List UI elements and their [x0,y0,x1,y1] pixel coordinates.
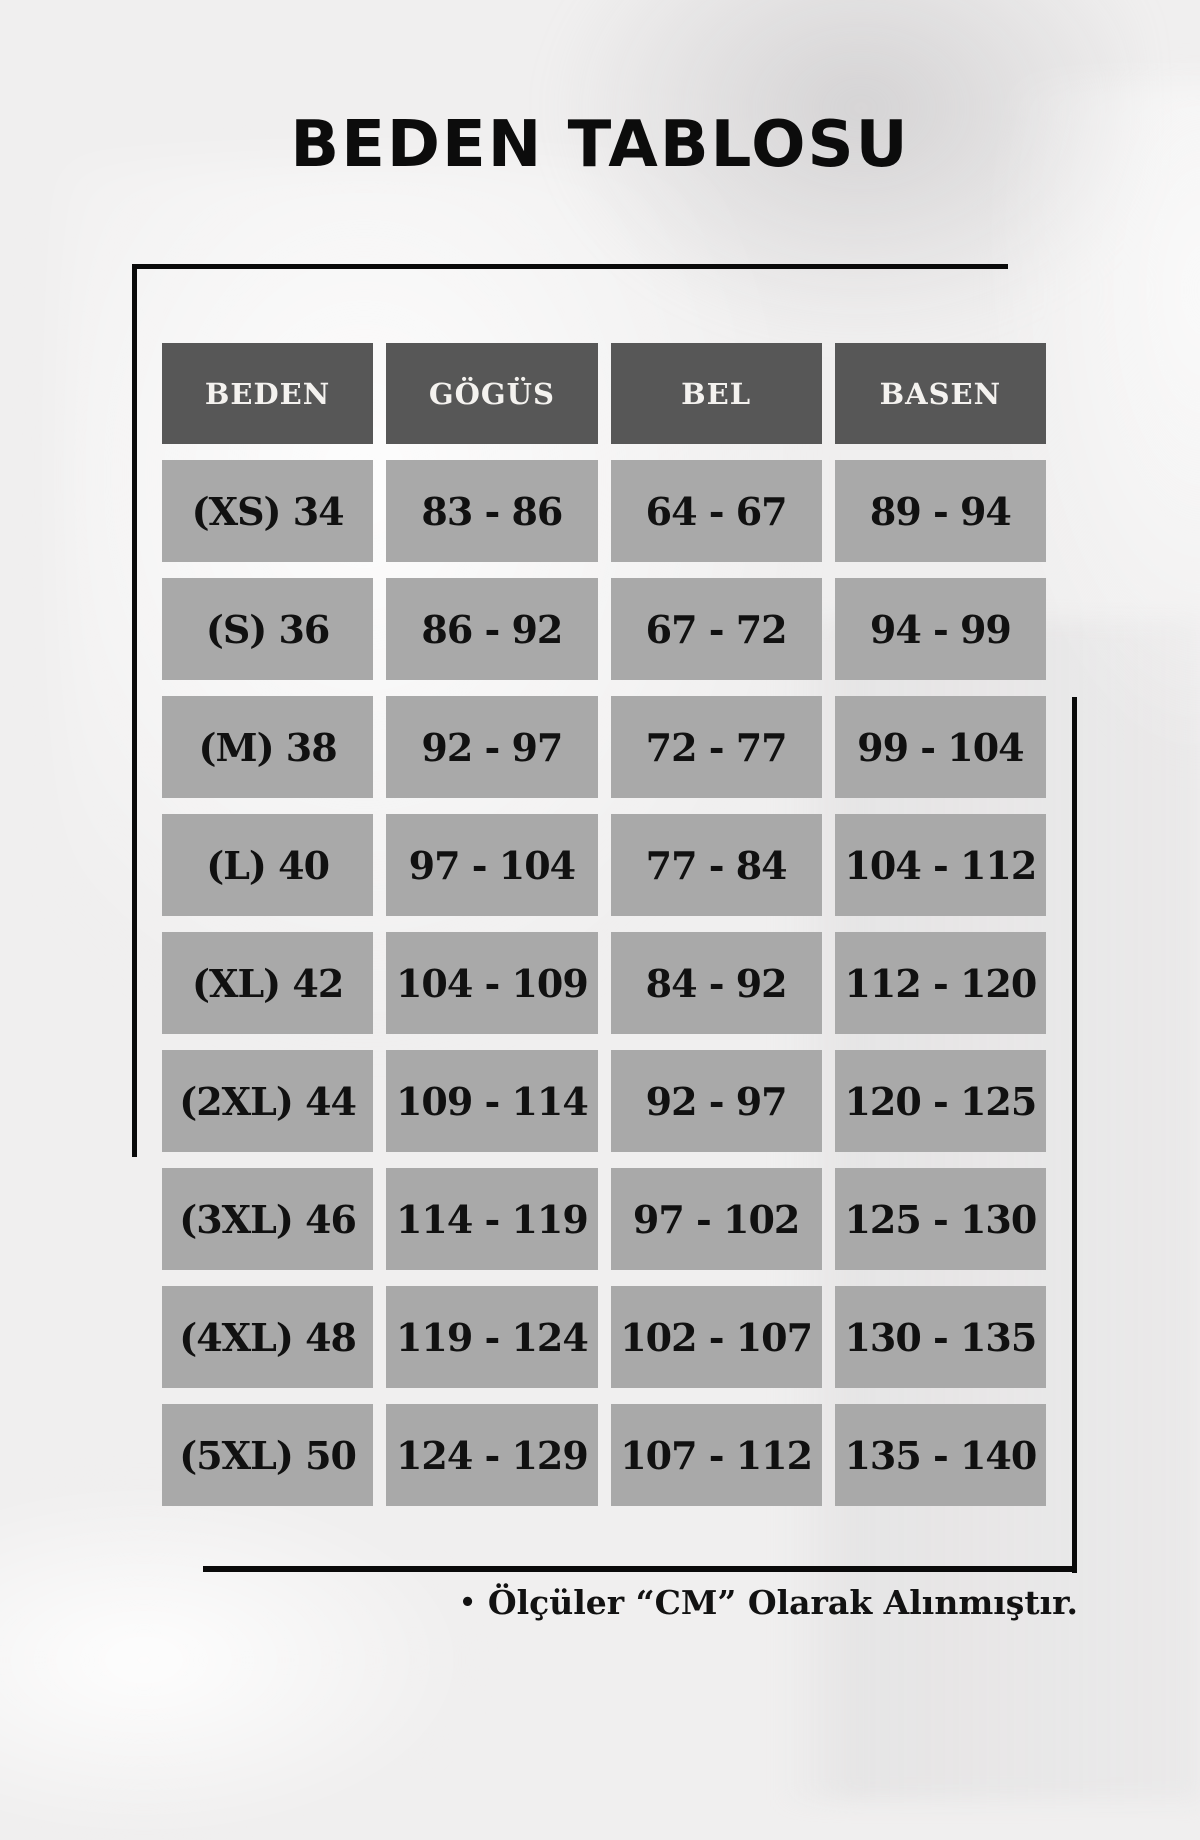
header-cell-gogus: GÖGÜS [386,343,598,444]
decorative-line-bottom [203,1566,1077,1572]
chest-cell: 86 - 92 [386,578,598,680]
page-title: BEDEN TABLOSU [290,108,910,182]
size-cell: (S) 36 [162,578,374,680]
bullet-icon: • [459,1588,476,1618]
header-cell-bel: BEL [610,343,822,444]
hip-cell: 125 - 130 [834,1168,1046,1270]
hip-cell: 112 - 120 [834,932,1046,1034]
hip-cell: 89 - 94 [834,460,1046,562]
waist-cell: 72 - 77 [610,696,822,798]
size-cell: (L) 40 [162,814,374,916]
decorative-line-top [132,264,1008,269]
size-table: BEDEN GÖGÜS BEL BASEN (XS) 34 83 - 86 64… [162,343,1046,1506]
chest-cell: 119 - 124 [386,1286,598,1388]
waist-cell: 102 - 107 [610,1286,822,1388]
chest-cell: 97 - 104 [386,814,598,916]
size-cell: (4XL) 48 [162,1286,374,1388]
size-cell: (XL) 42 [162,932,374,1034]
background-silhouette-footlight [0,1480,480,1840]
waist-cell: 77 - 84 [610,814,822,916]
waist-cell: 107 - 112 [610,1404,822,1506]
hip-cell: 94 - 99 [834,578,1046,680]
size-cell: (5XL) 50 [162,1404,374,1506]
size-cell: (2XL) 44 [162,1050,374,1152]
hip-cell: 135 - 140 [834,1404,1046,1506]
chest-cell: 124 - 129 [386,1404,598,1506]
hip-cell: 99 - 104 [834,696,1046,798]
decorative-line-right [1072,697,1077,1573]
waist-cell: 67 - 72 [610,578,822,680]
waist-cell: 84 - 92 [610,932,822,1034]
header-cell-basen: BASEN [834,343,1046,444]
measurement-note-text: Ölçüler “CM” Olarak Alınmıştır. [487,1583,1078,1622]
hip-cell: 104 - 112 [834,814,1046,916]
waist-cell: 64 - 67 [610,460,822,562]
hip-cell: 130 - 135 [834,1286,1046,1388]
decorative-line-left [132,264,137,1157]
chest-cell: 104 - 109 [386,932,598,1034]
chest-cell: 109 - 114 [386,1050,598,1152]
chest-cell: 114 - 119 [386,1168,598,1270]
hip-cell: 120 - 125 [834,1050,1046,1152]
chest-cell: 92 - 97 [386,696,598,798]
size-cell: (3XL) 46 [162,1168,374,1270]
waist-cell: 92 - 97 [610,1050,822,1152]
size-cell: (M) 38 [162,696,374,798]
size-cell: (XS) 34 [162,460,374,562]
header-cell-beden: BEDEN [162,343,374,444]
chest-cell: 83 - 86 [386,460,598,562]
measurement-note: • Ölçüler “CM” Olarak Alınmıştır. [0,1583,1078,1622]
waist-cell: 97 - 102 [610,1168,822,1270]
